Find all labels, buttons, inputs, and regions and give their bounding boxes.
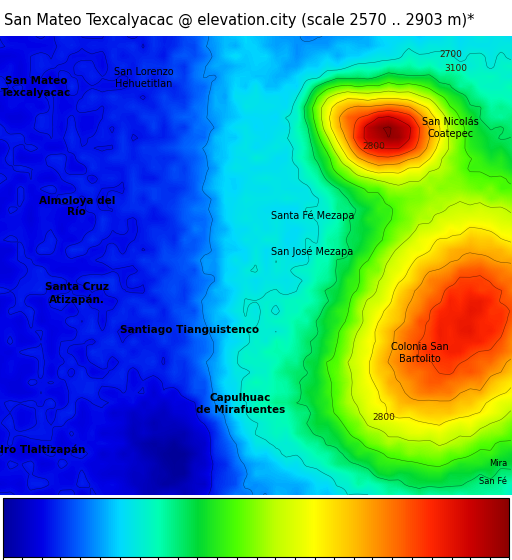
Text: Capulhuac
de Mirafuentes: Capulhuac de Mirafuentes (196, 393, 285, 414)
Text: 2800: 2800 (362, 142, 385, 151)
Text: 2800: 2800 (373, 413, 395, 422)
Text: Colonia San
Bartolito: Colonia San Bartolito (391, 343, 449, 364)
Text: San Fé: San Fé (479, 477, 507, 486)
Text: Santa Cruz
Atizapán.: Santa Cruz Atizapán. (45, 282, 109, 305)
Text: San Mateo Texcalyacac @ elevation.city (scale 2570 .. 2903 m)*: San Mateo Texcalyacac @ elevation.city (… (4, 12, 475, 27)
Text: San Nicolás
Coatepec: San Nicolás Coatepec (422, 118, 479, 139)
Text: Almoloya del
Río: Almoloya del Río (38, 195, 115, 217)
Text: Mira: Mira (488, 459, 507, 468)
Text: 2700: 2700 (439, 50, 462, 59)
Text: San José Mezapa: San José Mezapa (271, 247, 353, 258)
Text: San Pedro Tlaltizapán: San Pedro Tlaltizapán (0, 445, 85, 455)
Text: San Mateo
Texcalyacac: San Mateo Texcalyacac (1, 76, 71, 97)
Text: 3100: 3100 (444, 64, 467, 73)
Text: San Lorenzo
Hehuetitlan: San Lorenzo Hehuetitlan (114, 67, 173, 88)
Text: Santiago Tianguistenco: Santiago Tianguistenco (120, 325, 259, 335)
Text: Santa Fé Mezapa: Santa Fé Mezapa (271, 210, 354, 221)
